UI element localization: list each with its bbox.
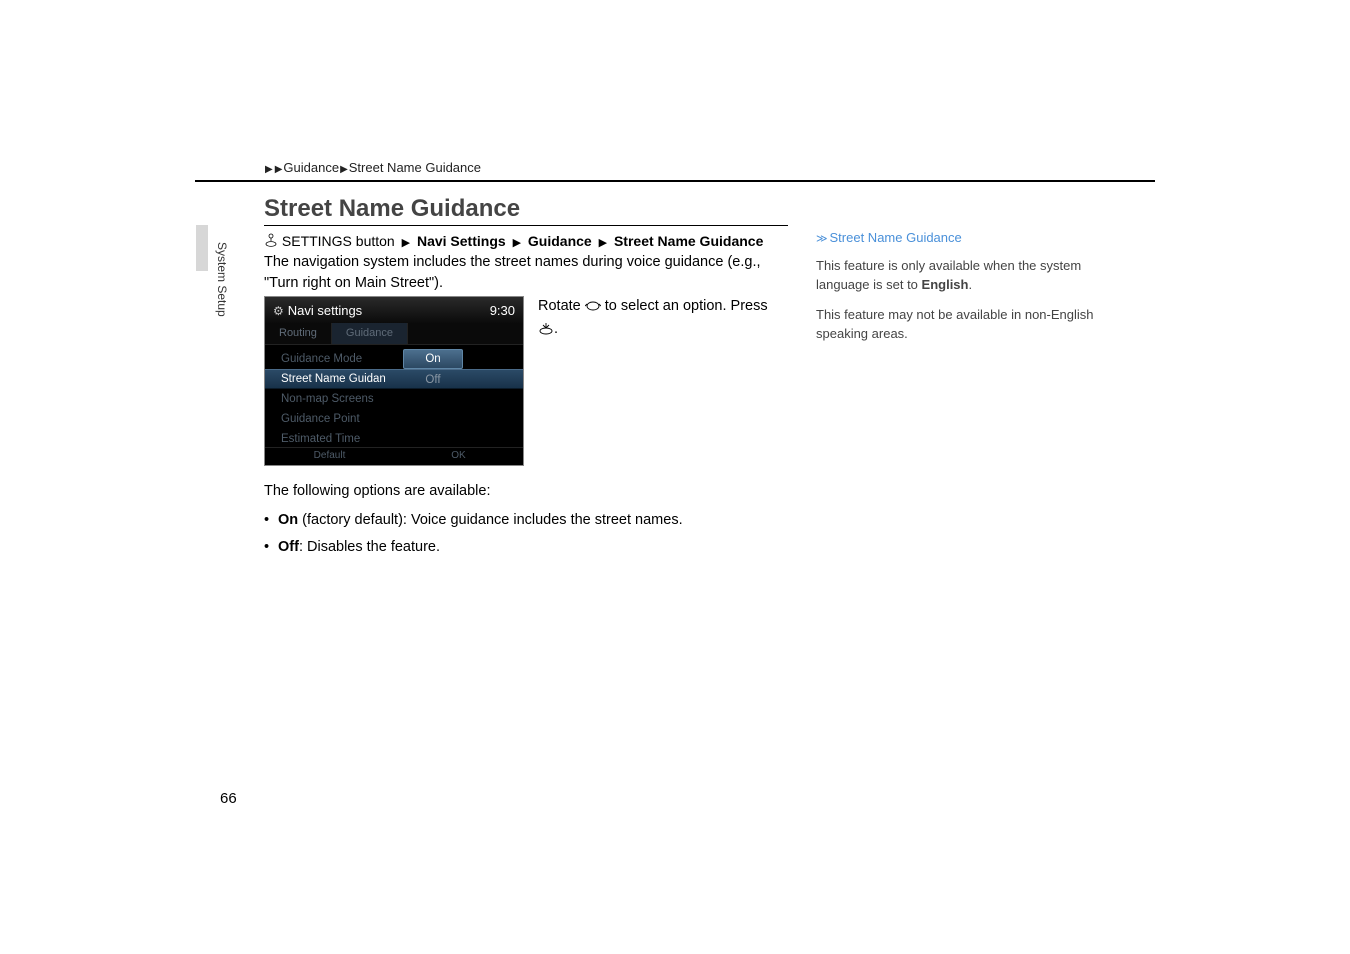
rotate-text-pre: Rotate bbox=[538, 298, 585, 314]
sidebar-note: ≫Street Name Guidance This feature is on… bbox=[816, 228, 1136, 354]
triangle-icon: ▶ bbox=[599, 237, 607, 249]
nav-step: Navi Settings bbox=[417, 233, 506, 249]
tab-guidance[interactable]: Guidance bbox=[332, 323, 408, 344]
nav-step: Street Name Guidance bbox=[614, 233, 763, 249]
screenshot-title: ⚙ Navi settings bbox=[273, 303, 362, 318]
sidebar-paragraph: This feature may not be available in non… bbox=[816, 305, 1136, 344]
option-on-desc: On (factory default): Voice guidance inc… bbox=[264, 509, 788, 532]
navi-settings-screenshot: ⚙ Navi settings 9:30 Routing Guidance Gui… bbox=[264, 296, 524, 466]
sidebar-title: ≫Street Name Guidance bbox=[816, 228, 1136, 248]
list-item-street-name-guidance[interactable]: Street Name Guidan bbox=[265, 369, 523, 389]
screenshot-title-text: Navi settings bbox=[288, 303, 362, 318]
option-text: : Disables the feature. bbox=[299, 539, 440, 555]
option-on[interactable]: On bbox=[403, 349, 463, 369]
footer-ok-button[interactable]: OK bbox=[394, 447, 523, 465]
option-text: (factory default): Voice guidance includ… bbox=[298, 512, 682, 528]
breadcrumb-item: Street Name Guidance bbox=[349, 160, 481, 175]
page-number: 66 bbox=[220, 790, 237, 807]
screenshot-list: Guidance Mode Street Name Guidan Non-map… bbox=[265, 345, 523, 453]
screenshot-clock: 9:30 bbox=[490, 303, 515, 318]
options-list: On (factory default): Voice guidance inc… bbox=[264, 509, 788, 559]
rotate-text-mid: to select an option. Press bbox=[601, 298, 768, 314]
options-heading: The following options are available: bbox=[264, 480, 788, 503]
options-description: The following options are available: On … bbox=[264, 480, 788, 564]
horizontal-rule bbox=[195, 180, 1155, 182]
option-off-desc: Off: Disables the feature. bbox=[264, 536, 788, 559]
triangle-icon: ▶ bbox=[513, 237, 521, 249]
list-item-guidance-mode[interactable]: Guidance Mode bbox=[265, 349, 523, 369]
nav-button-label: SETTINGS button bbox=[282, 233, 395, 249]
section-title: Street Name Guidance bbox=[264, 195, 520, 223]
double-chevron-icon: ≫ bbox=[816, 233, 828, 245]
list-item-estimated-time[interactable]: Estimated Time bbox=[265, 429, 523, 449]
screenshot-header: ⚙ Navi settings 9:30 bbox=[265, 297, 523, 323]
gear-icon: ⚙ bbox=[273, 304, 284, 318]
screenshot-footer: Default OK bbox=[265, 447, 523, 465]
triangle-icon: ▶ bbox=[402, 237, 410, 249]
tab-routing[interactable]: Routing bbox=[265, 323, 332, 344]
side-chapter-label: System Setup bbox=[215, 242, 229, 317]
title-underline bbox=[264, 225, 788, 226]
breadcrumb-triangle-icon: ▶ bbox=[340, 164, 348, 175]
breadcrumb-triangle-icon: ▶ bbox=[265, 164, 273, 175]
breadcrumb-item: Guidance bbox=[283, 160, 339, 175]
list-item-guidance-point[interactable]: Guidance Point bbox=[265, 409, 523, 429]
footer-default-button[interactable]: Default bbox=[265, 447, 394, 465]
sidebar-text: . bbox=[968, 277, 972, 292]
option-label: On bbox=[278, 512, 298, 528]
navigation-path: SETTINGS button ▶ Navi Settings ▶ Guidan… bbox=[264, 232, 788, 250]
option-label: Off bbox=[278, 539, 299, 555]
list-item-label: Street Name Guidan bbox=[281, 373, 513, 385]
option-off[interactable]: Off bbox=[403, 371, 463, 389]
breadcrumb-triangle-icon: ▶ bbox=[275, 164, 283, 175]
screenshot-tabs: Routing Guidance bbox=[265, 323, 523, 345]
body-paragraph: The navigation system includes the stree… bbox=[264, 252, 788, 294]
sidebar-title-text: Street Name Guidance bbox=[830, 230, 962, 245]
page: ▶▶Guidance▶Street Name Guidance Street N… bbox=[0, 0, 1350, 954]
list-item-label: Non-map Screens bbox=[281, 393, 513, 405]
press-dial-icon bbox=[538, 321, 554, 342]
nav-step: Guidance bbox=[528, 233, 592, 249]
list-item-label: Estimated Time bbox=[281, 433, 513, 445]
rotate-text-post: . bbox=[554, 321, 558, 337]
option-popup: On Off bbox=[403, 347, 463, 391]
breadcrumb: ▶▶Guidance▶Street Name Guidance bbox=[264, 160, 481, 175]
settings-dial-icon bbox=[264, 232, 278, 246]
list-item-label: Guidance Point bbox=[281, 413, 513, 425]
rotate-dial-icon bbox=[585, 298, 601, 319]
chapter-tab bbox=[196, 225, 208, 271]
list-item-label: Guidance Mode bbox=[281, 353, 513, 365]
rotate-instruction: Rotate to select an option. Press . bbox=[538, 296, 788, 342]
list-item-non-map-screens[interactable]: Non-map Screens bbox=[265, 389, 523, 409]
sidebar-paragraph: This feature is only available when the … bbox=[816, 256, 1136, 295]
sidebar-bold: English bbox=[922, 277, 969, 292]
